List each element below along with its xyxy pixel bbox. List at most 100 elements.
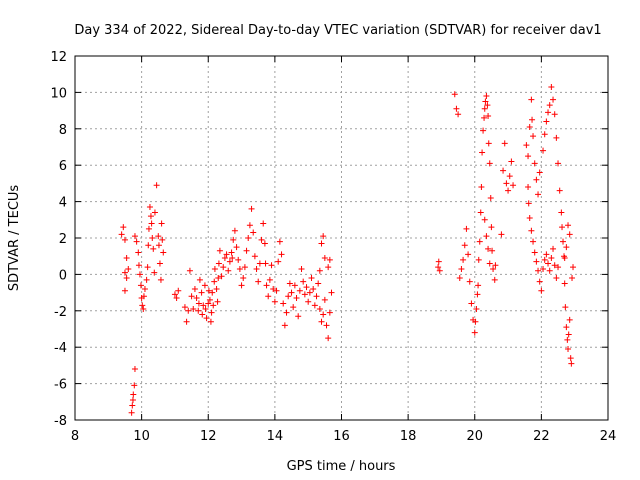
data-point [478, 184, 485, 191]
data-point [300, 278, 307, 285]
y-tick-label: -8 [54, 414, 67, 429]
data-point [568, 360, 575, 367]
data-point [526, 123, 533, 130]
data-point [503, 180, 510, 187]
data-point [278, 251, 285, 258]
data-point [535, 191, 542, 198]
x-tick-label: 20 [466, 429, 483, 444]
data-point [455, 111, 462, 118]
x-tick-label: 16 [333, 429, 350, 444]
x-tick-label: 8 [71, 429, 79, 444]
data-point [129, 396, 136, 403]
data-point [315, 280, 322, 287]
data-point [211, 278, 218, 285]
y-axis-label: SDTVAR / TECUs [7, 185, 22, 292]
data-point [220, 264, 227, 271]
data-point [139, 302, 146, 309]
data-point [273, 287, 280, 294]
x-axis-label: GPS time / hours [287, 459, 396, 474]
data-point [265, 293, 272, 300]
data-point [558, 209, 565, 216]
y-tick-label: 10 [50, 86, 67, 101]
data-point [538, 287, 545, 294]
data-point [481, 105, 488, 112]
data-point [466, 278, 473, 285]
data-point [323, 322, 330, 329]
data-point [160, 249, 167, 256]
data-point [243, 247, 250, 254]
data-point [311, 302, 318, 309]
y-tick-label: 8 [59, 123, 67, 138]
data-point [281, 322, 288, 329]
data-point [203, 315, 210, 322]
data-point [484, 102, 491, 109]
data-point [298, 265, 305, 272]
data-point [149, 235, 156, 241]
data-point [195, 300, 202, 307]
data-point [326, 256, 333, 263]
data-point [253, 265, 260, 272]
data-point [492, 262, 499, 269]
data-point [258, 236, 265, 243]
data-point [209, 289, 216, 296]
data-point [510, 182, 517, 189]
x-tick-label: 18 [400, 429, 417, 444]
data-point [308, 275, 315, 282]
data-point [140, 305, 147, 312]
data-point [570, 264, 577, 271]
data-point [144, 264, 151, 271]
data-point [159, 236, 166, 243]
data-point [551, 111, 558, 118]
data-point [248, 205, 255, 212]
data-point [477, 209, 484, 216]
data-point [135, 249, 142, 256]
data-point [202, 305, 209, 312]
data-point [233, 244, 240, 251]
data-point [221, 255, 228, 262]
data-point [523, 142, 530, 149]
data-point [131, 233, 138, 240]
data-point [561, 280, 568, 287]
data-point [485, 140, 492, 147]
data-point [531, 160, 538, 167]
data-point [533, 258, 540, 265]
data-point [193, 295, 200, 302]
data-point [541, 256, 548, 263]
data-point [486, 160, 493, 167]
chart-title: Day 334 of 2022, Sidereal Day-to-day VTE… [74, 23, 601, 38]
data-point [225, 267, 232, 274]
data-point [130, 391, 137, 398]
data-point [268, 262, 275, 269]
y-tick-label: 6 [59, 159, 67, 174]
data-point [270, 285, 277, 292]
data-point [271, 298, 278, 305]
y-tick-label: 2 [59, 232, 67, 247]
data-point [316, 267, 323, 274]
data-point [474, 291, 481, 298]
x-tick-label: 24 [600, 429, 617, 444]
data-point [567, 355, 574, 362]
data-point [550, 245, 557, 252]
y-tick-label: 12 [50, 50, 67, 65]
data-point [303, 284, 310, 291]
data-point [435, 258, 442, 265]
data-point [551, 262, 558, 269]
data-point [256, 260, 263, 267]
data-point [528, 96, 535, 103]
data-point [148, 220, 155, 227]
data-point [156, 260, 163, 267]
data-point [206, 296, 213, 303]
data-point [118, 231, 125, 238]
data-point [305, 298, 312, 305]
data-point [569, 275, 576, 282]
x-tick-label: 10 [133, 429, 150, 444]
data-point [313, 293, 320, 300]
data-point [472, 318, 479, 325]
data-point [208, 309, 215, 316]
data-point [508, 158, 515, 165]
data-point [185, 307, 192, 314]
data-point [255, 278, 262, 285]
data-point [536, 169, 543, 176]
data-point [137, 282, 144, 289]
data-point [150, 245, 157, 252]
